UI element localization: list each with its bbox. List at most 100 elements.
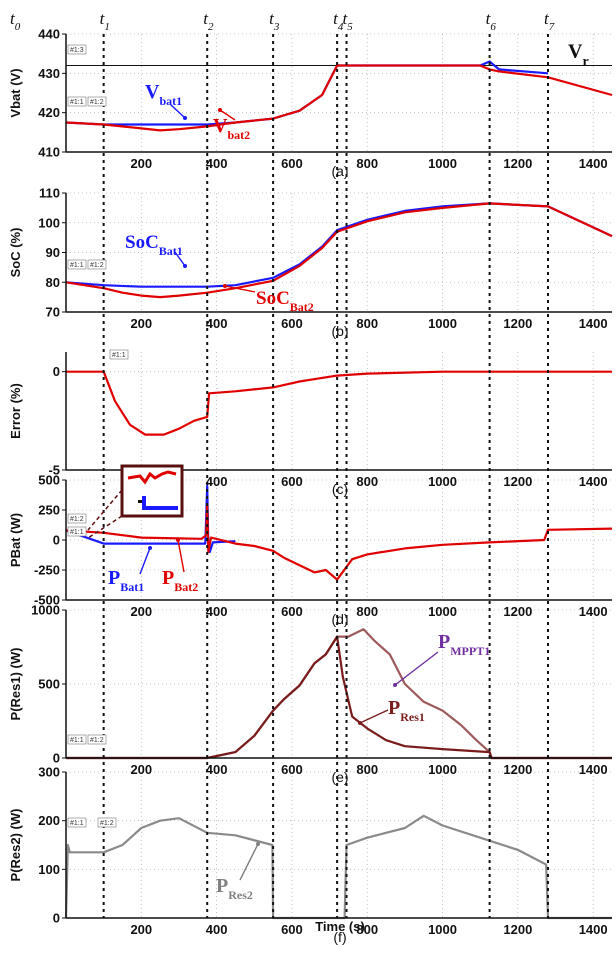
series-annotation: Vbat1 <box>145 81 182 108</box>
time-instant-label: t1 <box>100 9 110 33</box>
inset-leader-top <box>87 489 123 531</box>
marker-tag: #1:1 <box>70 99 84 106</box>
annotation-arrowhead <box>393 683 397 687</box>
x-tick-label: 400 <box>206 474 228 489</box>
time-label-main: t <box>10 9 16 28</box>
x-tick-label: 1200 <box>503 762 532 777</box>
annotation-sub: Res1 <box>400 710 425 724</box>
time-instant-label: t2 <box>203 9 214 33</box>
y-tick-label: 430 <box>38 66 60 81</box>
x-tick-label: 800 <box>356 922 378 937</box>
reference-label-main: V <box>568 40 583 62</box>
time-label-main: t <box>486 9 492 28</box>
zoom-inset <box>87 464 184 539</box>
annotation-arrowhead <box>148 546 152 550</box>
time-label-main: t <box>544 9 550 28</box>
marker-tag-box <box>87 734 107 745</box>
time-label-sub: 2 <box>208 21 214 33</box>
marker-tag: #1:1 <box>70 262 84 269</box>
x-tick-label: 1000 <box>428 156 457 171</box>
panel-label: (b) <box>331 323 348 339</box>
marker-tag-box <box>109 349 129 360</box>
annotation-sub: Bat1 <box>120 580 144 594</box>
y-tick-label: 100 <box>38 862 60 877</box>
y-axis-label: P(Res1) (W) <box>8 648 23 721</box>
x-tick-label: 1000 <box>428 762 457 777</box>
y-tick-label: 100 <box>38 215 60 230</box>
time-instant-label: t7 <box>544 9 555 33</box>
x-tick-label: 200 <box>130 604 152 619</box>
time-label-sub: 5 <box>347 21 353 33</box>
series-Vbat2 <box>65 64 613 132</box>
x-tick-label: 200 <box>130 156 152 171</box>
y-tick-label: 110 <box>39 186 60 201</box>
y-tick-label: -500 <box>34 593 60 608</box>
annotation-main: V <box>213 115 228 137</box>
series-PRes2 <box>64 814 612 920</box>
annotation-leader <box>219 109 236 121</box>
time-instant-label: t0 <box>10 9 21 33</box>
x-tick-label: 1400 <box>579 156 608 171</box>
x-tick-label: 600 <box>281 604 303 619</box>
annotation-arrowhead <box>176 538 180 542</box>
series-PRes1 <box>66 635 612 760</box>
marker-tag-box <box>67 96 87 107</box>
time-label-main: t <box>343 9 349 28</box>
x-tick-label: 800 <box>356 316 378 331</box>
time-label-main: t <box>203 9 209 28</box>
x-tick-label: 600 <box>281 922 303 937</box>
x-tick-label: 1200 <box>503 156 532 171</box>
series-annotation: PRes2 <box>216 875 253 902</box>
time-label-sub: 1 <box>104 21 110 33</box>
panel-label: (a) <box>331 163 348 179</box>
series-annotation: Vbat2 <box>213 115 250 142</box>
x-tick-label: 600 <box>281 156 303 171</box>
x-tick-label: 1200 <box>503 474 532 489</box>
x-tick-label: 200 <box>130 762 152 777</box>
series-Error <box>66 370 612 436</box>
inset-bat2-trace <box>127 470 177 485</box>
y-axis-label: Vbat (V) <box>8 68 23 117</box>
annotation-leader <box>394 651 439 686</box>
series-annotation: SoCBat2 <box>256 288 314 314</box>
x-tick-label: 1200 <box>503 316 532 331</box>
annotation-leader <box>359 709 389 724</box>
annotation-arrowhead <box>183 264 187 268</box>
series-annotation: PBat1 <box>108 567 144 594</box>
x-axis-label: Time (s) <box>315 919 365 934</box>
y-tick-label: 420 <box>38 105 60 120</box>
annotation-arrowhead <box>256 842 260 846</box>
annotation-arrowhead <box>183 116 187 120</box>
annotation-main: V <box>145 81 160 103</box>
marker-tag: #1:1 <box>70 737 84 744</box>
annotation-sub: Res2 <box>228 888 253 902</box>
annotation-main: P <box>108 567 120 589</box>
panel-label: (d) <box>331 611 348 627</box>
marker-tag: #1:1 <box>112 352 126 359</box>
y-tick-label: 0 <box>53 911 60 926</box>
marker-tag-box <box>67 513 87 524</box>
y-tick-label: 0 <box>53 364 60 379</box>
x-tick-label: 600 <box>281 474 303 489</box>
x-tick-label: 800 <box>356 762 378 777</box>
marker-tag: #1:3 <box>70 47 84 54</box>
y-tick-label: 300 <box>38 765 60 780</box>
annotation-main: SoC <box>256 288 290 309</box>
y-tick-label: 0 <box>53 751 60 766</box>
annotation-main: P <box>162 567 174 589</box>
annotation-arrowhead <box>218 108 222 112</box>
y-tick-label: 70 <box>46 305 60 320</box>
x-tick-label: 600 <box>281 316 303 331</box>
series-annotation: PBat2 <box>162 567 198 594</box>
marker-tag: #1:2 <box>90 99 104 106</box>
marker-tag: #1:2 <box>70 516 84 523</box>
x-tick-label: 400 <box>206 762 228 777</box>
marker-tag-box <box>87 96 107 107</box>
marker-tag-box <box>67 526 87 537</box>
marker-tag: #1:1 <box>70 529 84 536</box>
x-tick-label: 600 <box>281 762 303 777</box>
annotation-main: P <box>438 631 450 653</box>
time-label-main: t <box>100 9 106 28</box>
